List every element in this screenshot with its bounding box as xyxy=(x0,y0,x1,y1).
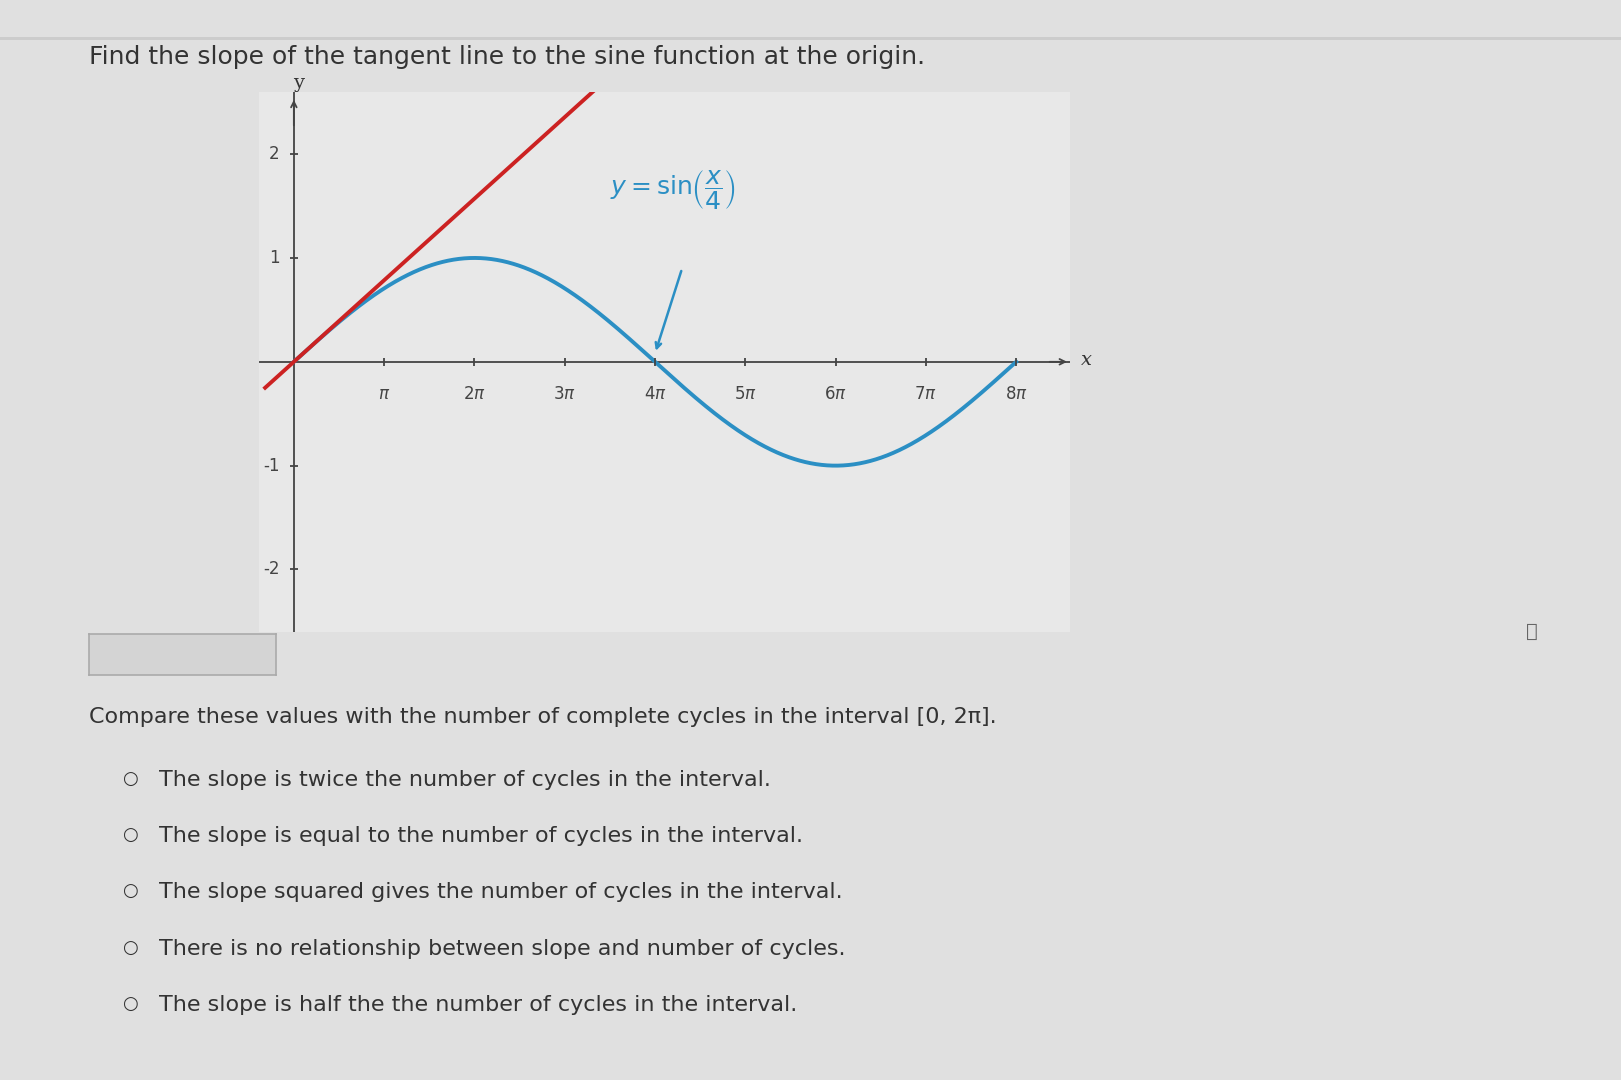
Text: $4\pi$: $4\pi$ xyxy=(644,384,666,403)
Text: $6\pi$: $6\pi$ xyxy=(823,384,848,403)
Text: $5\pi$: $5\pi$ xyxy=(734,384,757,403)
Text: ○: ○ xyxy=(122,882,138,901)
Text: The slope is twice the number of cycles in the interval.: The slope is twice the number of cycles … xyxy=(159,770,770,791)
Text: x: x xyxy=(1081,351,1093,368)
Text: Find the slope of the tangent line to the sine function at the origin.: Find the slope of the tangent line to th… xyxy=(89,45,926,69)
Text: 2: 2 xyxy=(269,145,279,163)
Text: ○: ○ xyxy=(122,826,138,845)
Text: The slope is equal to the number of cycles in the interval.: The slope is equal to the number of cycl… xyxy=(159,826,802,847)
Text: The slope squared gives the number of cycles in the interval.: The slope squared gives the number of cy… xyxy=(159,882,843,903)
Text: ○: ○ xyxy=(122,995,138,1013)
Text: ○: ○ xyxy=(122,770,138,788)
Text: $2\pi$: $2\pi$ xyxy=(464,384,486,403)
Text: ⓘ: ⓘ xyxy=(1525,622,1538,642)
Text: $7\pi$: $7\pi$ xyxy=(914,384,937,403)
Text: $8\pi$: $8\pi$ xyxy=(1005,384,1028,403)
Text: $3\pi$: $3\pi$ xyxy=(553,384,575,403)
Text: There is no relationship between slope and number of cycles.: There is no relationship between slope a… xyxy=(159,939,846,959)
Text: ○: ○ xyxy=(122,939,138,957)
Text: $\pi$: $\pi$ xyxy=(378,384,391,403)
Text: $y = \sin\!\left(\dfrac{x}{4}\right)$: $y = \sin\!\left(\dfrac{x}{4}\right)$ xyxy=(609,168,736,213)
Text: The slope is half the the number of cycles in the interval.: The slope is half the the number of cycl… xyxy=(159,995,798,1015)
Text: y: y xyxy=(293,73,303,92)
Text: 1: 1 xyxy=(269,249,279,267)
Text: -2: -2 xyxy=(263,561,279,579)
Text: -1: -1 xyxy=(263,457,279,474)
Text: Compare these values with the number of complete cycles in the interval [0, 2π].: Compare these values with the number of … xyxy=(89,707,997,728)
